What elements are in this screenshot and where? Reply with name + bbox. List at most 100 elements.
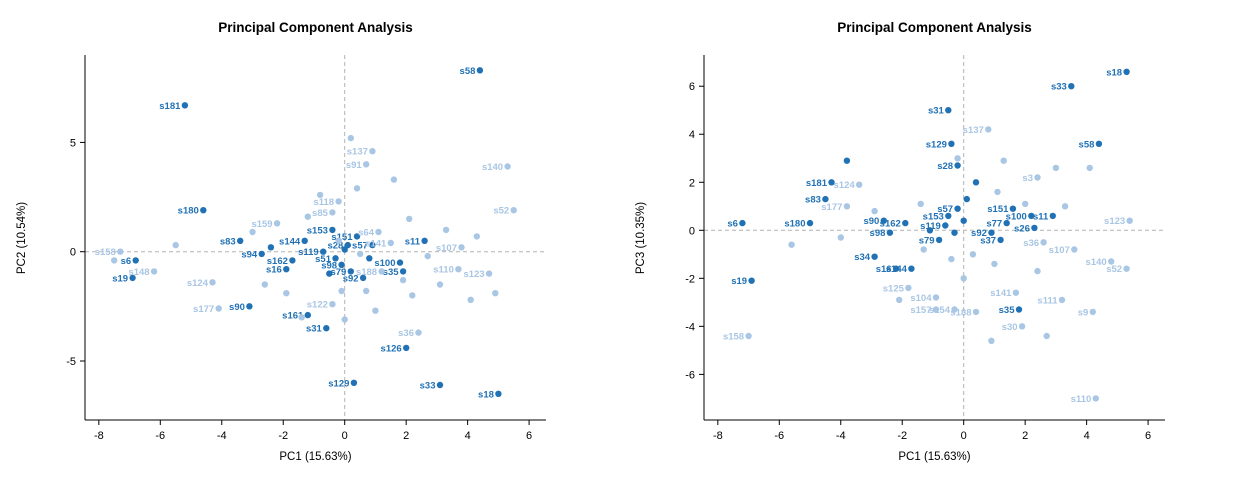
data-point <box>403 344 410 352</box>
pca-panel-pc1-pc3: -8 -6 -4 -2 0 2 4 6 -6 -4 -2 0 2 4 6 s18 s33 s58 s31 s129 s2… <box>619 0 1238 500</box>
data-point <box>111 257 118 264</box>
data-point <box>415 329 422 336</box>
y-tick-label: 0 <box>70 247 76 259</box>
chart-title: Principal Component Analysis <box>218 20 413 35</box>
data-point <box>951 306 958 313</box>
point-label: s144 <box>886 264 908 275</box>
data-point <box>129 274 136 282</box>
data-point <box>390 176 398 183</box>
data-point <box>1040 239 1047 246</box>
data-point <box>902 219 909 227</box>
data-point <box>1052 164 1060 172</box>
data-point <box>994 188 1001 196</box>
y-axis-label-wrap: PC2 (10.54%) <box>14 55 30 420</box>
data-point <box>359 274 367 282</box>
point-label: s148 <box>128 267 149 278</box>
point-label: s77 <box>986 219 1002 230</box>
data-point <box>806 219 814 227</box>
data-point <box>424 252 431 260</box>
data-point <box>399 268 407 275</box>
data-point <box>301 237 308 244</box>
point-label: s107 <box>436 243 457 254</box>
data-point <box>172 241 179 249</box>
point-label: s58 <box>460 66 476 77</box>
data-point <box>421 237 428 244</box>
x-tick-label: 6 <box>526 430 532 442</box>
point-label: s177 <box>193 304 214 315</box>
point-label: s19 <box>112 273 128 284</box>
data-point <box>1123 265 1130 272</box>
data-point <box>467 296 474 303</box>
data-point <box>396 259 404 266</box>
data-point <box>1123 68 1130 76</box>
data-point <box>150 268 158 275</box>
data-point <box>350 379 358 386</box>
data-point <box>492 290 499 297</box>
data-point <box>200 207 207 214</box>
point-label: s119 <box>298 247 319 258</box>
point-label: s11 <box>405 236 421 247</box>
data-point <box>442 226 450 234</box>
data-point <box>1031 224 1038 232</box>
data-point <box>1061 203 1069 210</box>
point-label: s118 <box>313 197 334 208</box>
point-label: s6 <box>121 256 132 267</box>
point-label: s153 <box>923 211 944 222</box>
data-point <box>329 301 336 308</box>
data-point <box>932 306 940 313</box>
point-label: s34 <box>854 252 871 263</box>
y-tick-label: 0 <box>689 225 695 237</box>
data-point <box>117 248 124 255</box>
data-point <box>335 198 342 205</box>
data-point <box>267 244 275 251</box>
point-label: s91 <box>346 160 363 171</box>
data-point <box>473 233 480 240</box>
data-point <box>739 219 746 227</box>
y-tick-label: -5 <box>66 356 76 368</box>
data-point <box>353 185 361 192</box>
x-tick-label: -6 <box>774 430 784 442</box>
pca-panel-pc1-pc2: -8 -6 -4 -2 0 2 4 6 -5 0 5 s58 s181 s180 s83 s94 s6 s19 s9… <box>14 20 546 463</box>
point-label: s151 <box>987 204 1009 215</box>
point-label: s122 <box>307 300 328 311</box>
data-point <box>323 325 330 332</box>
data-point <box>338 261 345 268</box>
data-point <box>886 229 894 236</box>
data-point <box>997 236 1004 244</box>
point-label: s31 <box>306 324 323 335</box>
data-point <box>353 233 361 240</box>
data-point <box>316 191 324 199</box>
y-tick-label: 5 <box>70 137 76 149</box>
data-point <box>828 179 835 186</box>
point-label: s28 <box>327 241 343 252</box>
data-point <box>960 217 967 224</box>
x-tick-label: -6 <box>155 430 165 442</box>
point-label: s119 <box>920 221 941 232</box>
data-point <box>338 287 345 295</box>
data-point <box>932 294 940 301</box>
point-label: s35 <box>383 267 400 278</box>
point-label: s92 <box>971 228 987 239</box>
point-label: s83 <box>220 236 236 247</box>
point-label: s52 <box>1106 264 1122 275</box>
data-point <box>1043 332 1050 340</box>
x-tick-label: 6 <box>1145 430 1151 442</box>
data-point <box>954 205 961 212</box>
data-point <box>991 260 998 268</box>
point-label: s140 <box>482 162 503 173</box>
data-point <box>926 227 934 234</box>
y-axis-label: PC2 (10.54%) <box>16 201 29 274</box>
x-tick-label: -8 <box>94 430 104 442</box>
point-label: s110 <box>1071 394 1092 405</box>
data-point <box>892 265 900 272</box>
y-tick-label: 2 <box>689 177 695 189</box>
data-point <box>871 253 878 260</box>
data-point <box>372 307 379 314</box>
point-label: s162 <box>267 256 288 267</box>
point-label: s79 <box>919 235 935 246</box>
data-point <box>942 222 949 229</box>
x-axis-label: PC1 (15.63%) <box>898 451 971 463</box>
y-axis-label: PC3 (10.35%) <box>635 201 648 274</box>
point-label: s26 <box>1014 223 1030 234</box>
